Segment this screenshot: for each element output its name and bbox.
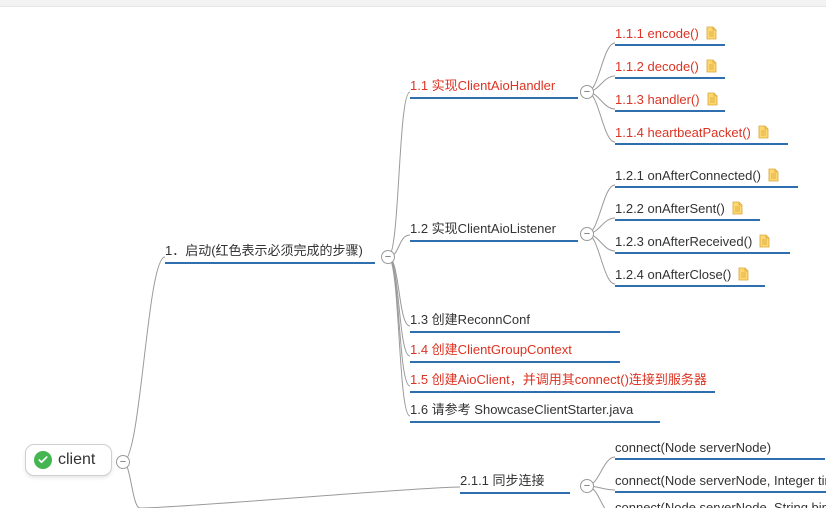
- node-label: 1．启动(红色表示必须完成的步骤): [165, 243, 363, 258]
- node-n123[interactable]: 1.2.3 onAfterReceived(): [615, 234, 790, 254]
- node-n124[interactable]: 1.2.4 onAfterClose(): [615, 267, 765, 287]
- top-strip: [0, 0, 826, 7]
- node-label: 1.1.3 handler(): [615, 92, 700, 107]
- node-label: 2.1.1 同步连接: [460, 473, 545, 488]
- node-label: 1.1 实现ClientAioHandler: [410, 78, 555, 93]
- node-n11[interactable]: 1.1 实现ClientAioHandler: [410, 75, 578, 99]
- node-n121[interactable]: 1.2.1 onAfterConnected(): [615, 168, 798, 188]
- node-n16[interactable]: 1.6 请参考 ShowcaseClientStarter.java: [410, 399, 660, 423]
- node-n211[interactable]: 2.1.1 同步连接: [460, 470, 570, 494]
- node-label: 1.2 实现ClientAioListener: [410, 221, 556, 236]
- node-n1[interactable]: 1．启动(红色表示必须完成的步骤): [165, 240, 375, 264]
- page-icon: [758, 234, 772, 248]
- node-n12[interactable]: 1.2 实现ClientAioListener: [410, 218, 578, 242]
- node-n122[interactable]: 1.2.2 onAfterSent(): [615, 201, 760, 221]
- collapse-toggle[interactable]: −: [580, 227, 594, 241]
- node-label: 1.2.1 onAfterConnected(): [615, 168, 761, 183]
- root-label: client: [58, 451, 95, 468]
- root-node-client[interactable]: client: [26, 445, 111, 475]
- node-label: 1.4 创建ClientGroupContext: [410, 342, 572, 357]
- node-n113[interactable]: 1.1.3 handler(): [615, 92, 725, 112]
- node-label: connect(Node serverNode, Integer tim: [615, 473, 826, 488]
- node-label: 1.6 请参考 ShowcaseClientStarter.java: [410, 402, 633, 417]
- page-icon: [737, 267, 751, 281]
- node-n112[interactable]: 1.1.2 decode(): [615, 59, 725, 79]
- page-icon: [706, 92, 720, 106]
- node-label: 1.5 创建AioClient，并调用其connect()连接到服务器: [410, 372, 707, 387]
- collapse-toggle[interactable]: −: [580, 85, 594, 99]
- node-n15[interactable]: 1.5 创建AioClient，并调用其connect()连接到服务器: [410, 369, 715, 393]
- mindmap-canvas: { "diagram": { "type": "tree", "backgrou…: [0, 0, 826, 508]
- node-c3[interactable]: connect(Node serverNode, String bind: [615, 500, 826, 508]
- node-label: 1.3 创建ReconnConf: [410, 312, 530, 327]
- collapse-toggle[interactable]: −: [381, 250, 395, 264]
- node-n114[interactable]: 1.1.4 heartbeatPacket(): [615, 125, 788, 145]
- node-label: 1.2.3 onAfterReceived(): [615, 234, 752, 249]
- node-c1[interactable]: connect(Node serverNode): [615, 440, 825, 460]
- collapse-toggle[interactable]: −: [580, 479, 594, 493]
- page-icon: [705, 26, 719, 40]
- node-c2[interactable]: connect(Node serverNode, Integer tim: [615, 473, 826, 493]
- node-label: connect(Node serverNode, String bind: [615, 500, 826, 508]
- node-label: 1.2.4 onAfterClose(): [615, 267, 731, 282]
- collapse-toggle[interactable]: −: [116, 455, 130, 469]
- page-icon: [757, 125, 771, 139]
- page-icon: [731, 201, 745, 215]
- page-icon: [767, 168, 781, 182]
- node-n14[interactable]: 1.4 创建ClientGroupContext: [410, 339, 620, 363]
- check-icon: [34, 451, 52, 469]
- page-icon: [705, 59, 719, 73]
- node-n111[interactable]: 1.1.1 encode(): [615, 26, 725, 46]
- node-label: 1.1.1 encode(): [615, 26, 699, 41]
- node-label: 1.1.2 decode(): [615, 59, 699, 74]
- node-label: 1.2.2 onAfterSent(): [615, 201, 725, 216]
- node-n13[interactable]: 1.3 创建ReconnConf: [410, 309, 620, 333]
- node-label: 1.1.4 heartbeatPacket(): [615, 125, 751, 140]
- node-label: connect(Node serverNode): [615, 440, 771, 455]
